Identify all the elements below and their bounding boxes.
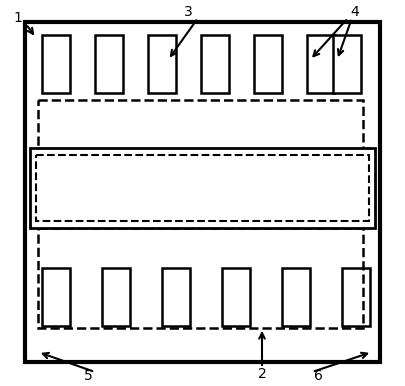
Bar [307,35,335,93]
Text: 2: 2 [258,367,266,381]
Bar [254,35,282,93]
Bar [38,228,363,328]
Bar [148,35,176,93]
Bar [42,268,70,326]
Bar [25,22,380,362]
Text: 4: 4 [351,5,359,19]
Bar [222,268,250,326]
Bar [342,268,370,326]
Text: 3: 3 [183,5,192,19]
Text: 5: 5 [83,369,92,383]
Bar [30,148,375,228]
Bar [333,35,361,93]
Text: 6: 6 [313,369,322,383]
Bar [42,35,70,93]
Bar [95,35,123,93]
Bar [36,155,369,221]
Text: 1: 1 [13,11,22,25]
Bar [162,268,190,326]
Bar [102,268,130,326]
Bar [282,268,310,326]
Bar [201,35,229,93]
Bar [38,100,363,215]
